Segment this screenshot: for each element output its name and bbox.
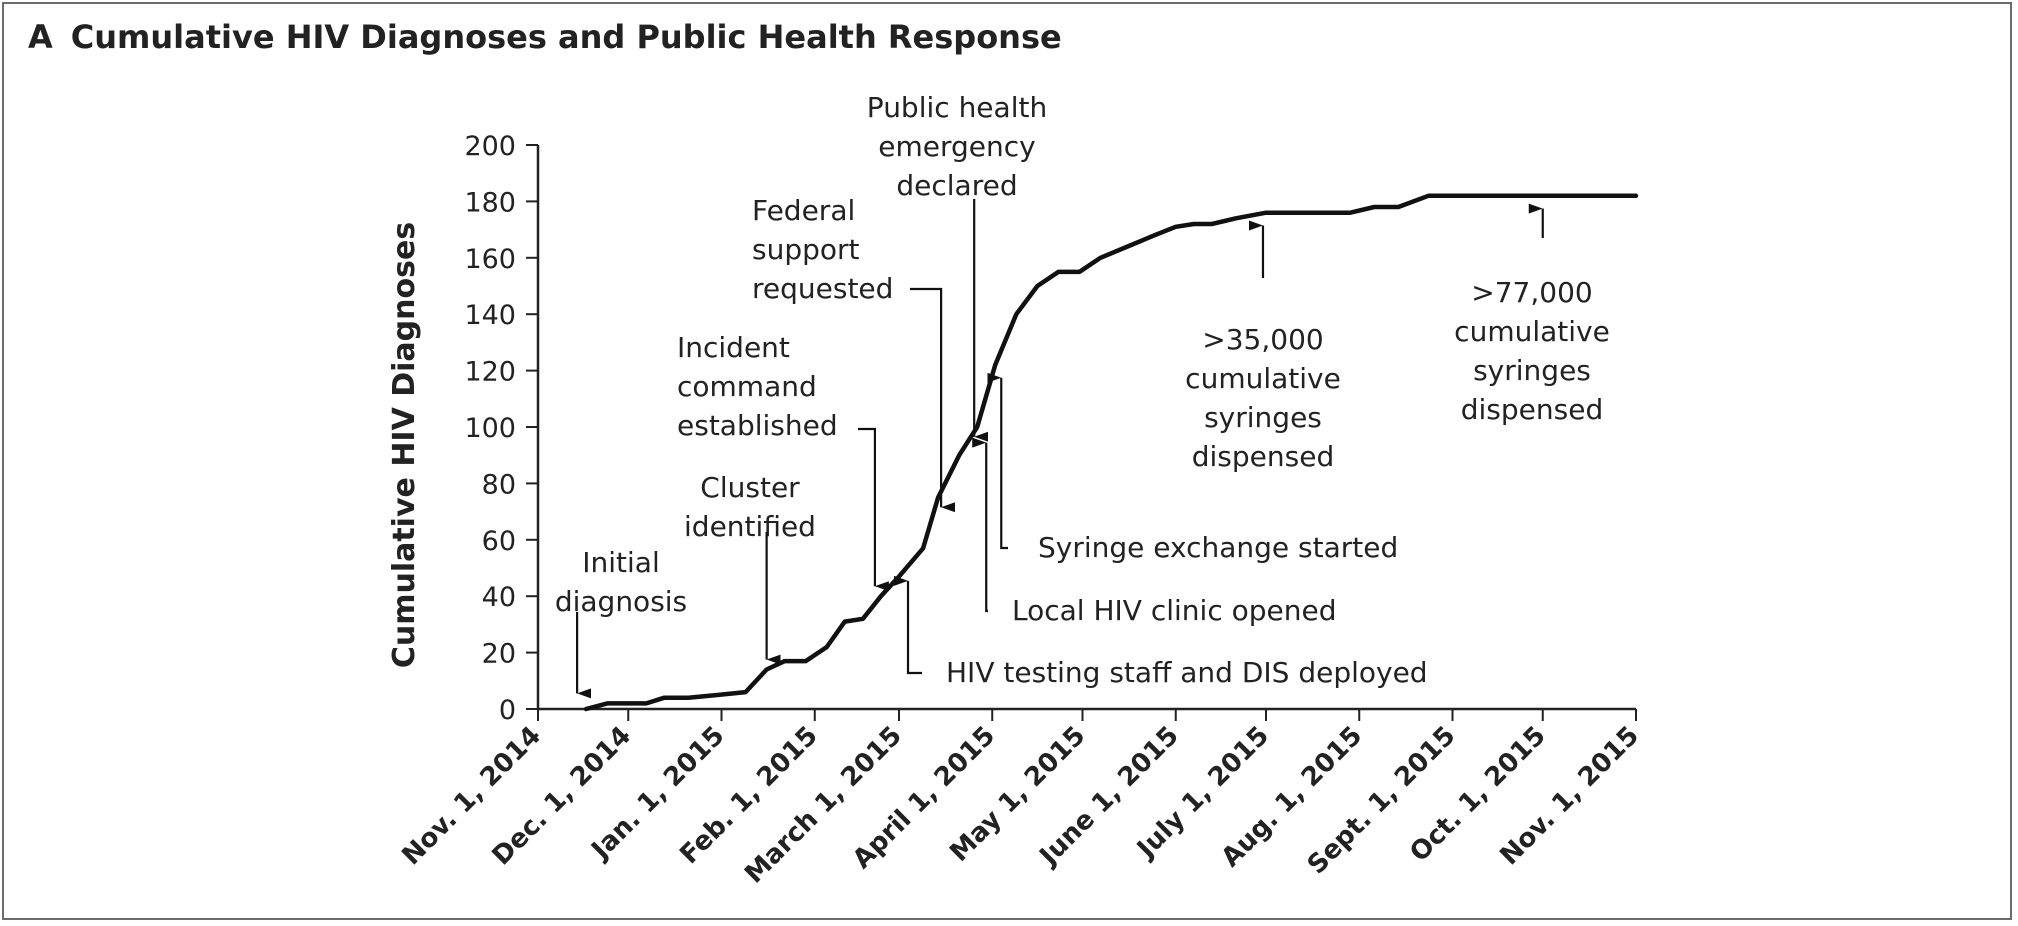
annotation: HIV testing staff and DIS deployed [894, 575, 1428, 689]
annotation-text: diagnosis [555, 585, 687, 618]
annotation-text: syringes [1204, 401, 1322, 434]
annotation-arrow [972, 437, 988, 613]
annotation: Syringe exchange started [987, 372, 1398, 564]
y-tick-label: 160 [464, 244, 516, 275]
annotation-arrow [910, 287, 956, 513]
annotation-arrow [858, 427, 889, 592]
annotation-text: cumulative [1454, 315, 1610, 348]
annotation: Federal support requested [752, 194, 956, 513]
y-tick-label: 60 [482, 526, 516, 557]
y-tick-label: 100 [464, 413, 516, 444]
panel-title: A Cumulative HIV Diagnoses and Public Hea… [28, 18, 1062, 56]
annotation: Cluster identified [684, 471, 816, 665]
annotation-text: requested [752, 272, 893, 305]
cumulative-diagnoses-line [583, 193, 1639, 712]
panel-title-text: Cumulative HIV Diagnoses and Public Heal… [70, 18, 1062, 56]
annotation: Initial diagnosis [555, 546, 687, 699]
annotation-text: Syringe exchange started [1038, 531, 1398, 564]
annotation: Local HIV clinic opened [972, 437, 1337, 627]
annotation-text: Incident [677, 331, 790, 364]
y-axis-label: Cumulative HIV Diagnoses [387, 222, 422, 668]
annotation-text: established [677, 409, 838, 442]
annotation-text: >35,000 [1202, 323, 1323, 356]
annotation-text: Cluster [700, 471, 800, 504]
annotation-text: >77,000 [1471, 276, 1592, 309]
y-tick-label: 120 [464, 357, 516, 388]
annotation-text: support [752, 233, 860, 266]
annotation-arrow [987, 372, 1008, 550]
annotation-text: HIV testing staff and DIS deployed [946, 656, 1428, 689]
annotation-text: dispensed [1192, 440, 1334, 473]
x-tick-label: March 1, 2015 [739, 721, 908, 890]
panel-letter: A [28, 18, 53, 56]
annotation-text: declared [896, 169, 1017, 202]
y-tick-label: 40 [482, 582, 516, 613]
annotation-text: Initial [582, 546, 659, 579]
y-tick-label: 140 [464, 300, 516, 331]
annotation-text: Local HIV clinic opened [1012, 594, 1337, 627]
annotation-text: emergency [878, 130, 1035, 163]
y-tick-label: 200 [464, 131, 516, 162]
annotation-arrow [894, 575, 922, 675]
y-tick-label: 180 [464, 187, 516, 218]
annotation-text: dispensed [1461, 393, 1603, 426]
annotation-text: command [677, 370, 817, 403]
annotation-text: syringes [1473, 354, 1591, 387]
annotation: >77,000 cumulative syringes dispensed [1454, 203, 1610, 426]
annotation-text: Public health [867, 91, 1047, 124]
annotation: >35,000 cumulative syringes dispensed [1185, 220, 1341, 473]
y-tick-label: 20 [482, 639, 516, 670]
annotation: Public health emergency declared [867, 91, 1047, 442]
y-tick-label: 0 [499, 695, 516, 726]
annotation: Incident command established [677, 331, 889, 592]
annotation-text: Federal [752, 194, 855, 227]
annotation-text: cumulative [1185, 362, 1341, 395]
annotation-text: identified [684, 510, 816, 543]
y-tick-label: 80 [482, 469, 516, 500]
